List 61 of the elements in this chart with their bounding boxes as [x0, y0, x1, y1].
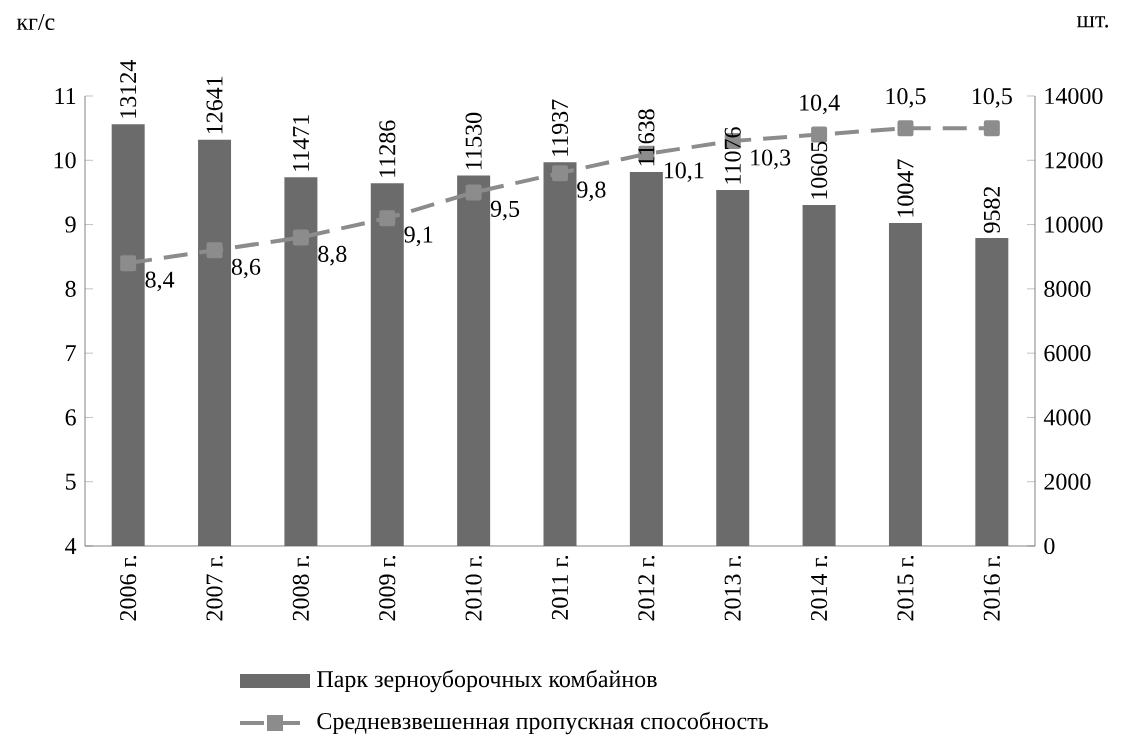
point [206, 242, 223, 259]
y-tick-label: 9 [65, 216, 76, 233]
data-label: 12641 [206, 76, 223, 134]
x-tick-label: 2011 г. [551, 555, 569, 620]
y2-axis-title: шт. [1076, 16, 1109, 28]
x-tick-label: 2012 г. [638, 555, 655, 621]
x-tick-label: 2006 г. [120, 555, 137, 621]
data-label: 8,6 [231, 258, 261, 279]
point [120, 255, 137, 272]
data-label: 9582 [983, 186, 1000, 233]
point [983, 120, 1000, 137]
data-label: 10,1 [664, 162, 704, 182]
point [292, 229, 309, 246]
y-tick-label: 6 [65, 409, 76, 426]
point [552, 165, 568, 182]
y-tick-label: 7 [66, 345, 76, 361]
data-label: 11076 [724, 127, 741, 184]
data-label: 10,5 [886, 88, 926, 108]
data-label: 8,8 [318, 245, 347, 266]
x-tick-label: 2014 г. [810, 555, 828, 621]
point [379, 210, 396, 227]
data-label: 11937 [551, 99, 569, 156]
data-label: 10047 [897, 159, 914, 217]
y2-tick-label: 4000 [1043, 409, 1091, 426]
y2-tick-label: 6000 [1044, 345, 1091, 362]
data-label: 9,1 [404, 226, 433, 247]
y-axis-title: кг/с [16, 13, 55, 31]
y-tick-label: 4 [65, 538, 77, 554]
legend-label: Средневзвешенная пропускная способность [317, 711, 768, 735]
y-tick-label: 5 [65, 473, 76, 490]
x-tick-label: 2015 г. [897, 555, 914, 621]
x-tick-label: 2013 г. [724, 555, 741, 621]
data-label: 11638 [638, 109, 655, 166]
x-tick-label: 2009 г. [379, 555, 396, 621]
data-label: 11471 [293, 115, 309, 171]
y-tick-label: 10 [54, 152, 76, 169]
data-label: 13124 [120, 60, 137, 118]
y2-tick-label: 10000 [1045, 216, 1103, 233]
x-tick-label: 2008 г. [292, 555, 310, 621]
y2-tick-label: 14000 [1045, 87, 1103, 105]
y2-tick-label: 8000 [1044, 280, 1091, 297]
data-label: 11530 [465, 112, 482, 169]
x-tick-label: 2016 г. [983, 555, 1000, 621]
y2-tick-label: 0 [1044, 537, 1055, 555]
data-label: 9,8 [577, 181, 606, 202]
data-label: 10,3 [751, 149, 791, 170]
y2-tick-label: 12000 [1045, 152, 1103, 169]
data-label: 10,5 [972, 88, 1012, 108]
data-label: 9,5 [490, 200, 520, 221]
x-tick-label: 2007 г. [206, 555, 223, 621]
data-label: 10605 [811, 141, 828, 199]
x-tick-label: 2010 г. [465, 555, 482, 621]
point [897, 120, 914, 137]
y-tick-label: 11 [55, 88, 76, 104]
data-label: 8,4 [145, 271, 175, 292]
data-label: 10,4 [800, 94, 840, 115]
legend-label: Парк зерноуборочных комбайнов [317, 669, 657, 693]
y2-tick-label: 2000 [1044, 473, 1091, 490]
point [465, 184, 482, 201]
data-label: 11286 [379, 120, 396, 177]
y-tick-label: 8 [65, 280, 76, 297]
